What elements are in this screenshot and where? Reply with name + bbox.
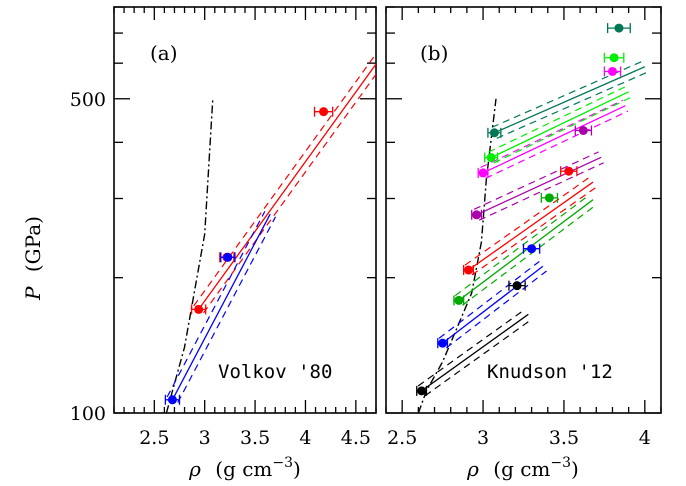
- panel-b-x-tick-label: 3: [477, 427, 489, 449]
- panel-a-fit-band: [193, 52, 376, 307]
- panel-b-fit-band: [417, 308, 526, 387]
- panel-b-label: (b): [420, 41, 448, 65]
- panel-b-fit-band: [424, 318, 533, 397]
- panel-b-fit-band: [464, 176, 590, 266]
- panel-b-fit-band: [491, 60, 643, 128]
- panel-b-bands: [417, 60, 648, 397]
- panel-a-fit-band: [177, 216, 277, 403]
- panel-b-fit-band: [485, 110, 629, 179]
- panel-b-data-point: [454, 295, 464, 305]
- panel-a-points: [164, 106, 334, 405]
- panel-b-data-point: [478, 168, 488, 178]
- y-axis-unit: (GPa): [21, 216, 45, 272]
- panel-a-x-exp: −3: [272, 455, 293, 471]
- panel-b-fit-line: [468, 181, 594, 271]
- panel-b-source: Knudson '12: [487, 361, 613, 383]
- panel-b-fit-line: [482, 105, 626, 174]
- panel-a-label: (a): [150, 41, 178, 65]
- panel-a-bands: [166, 52, 376, 403]
- panel-b-x-tick-label: 2.5: [387, 427, 417, 449]
- panel-b-fit-band: [438, 260, 540, 339]
- panel-a-x-tick-label: 3: [199, 427, 211, 449]
- panel-a-data-point: [319, 107, 329, 117]
- panel-b-data-point: [614, 23, 624, 33]
- panel-b-data-point: [564, 166, 574, 176]
- panel-b-x-unit: (g cm: [493, 457, 550, 481]
- panel-a-data-point: [223, 252, 233, 262]
- panel-b-x-symbol: ρ: [466, 457, 479, 481]
- panel-a-x-tick-label: 3.5: [240, 427, 270, 449]
- panel-b-data-point: [607, 66, 617, 76]
- panel-a-x-tick-label: 2.5: [139, 427, 169, 449]
- panel-a-x-tick-label: 4.5: [341, 427, 371, 449]
- panel-b-x-exp: −3: [550, 455, 571, 471]
- panel-b-data-point: [544, 193, 554, 203]
- panel-b-points: [416, 23, 631, 396]
- panel-b-fit-line: [421, 313, 529, 392]
- panel-a-x-symbol: ρ: [188, 457, 201, 481]
- panel-b-fit-band: [454, 194, 590, 297]
- panel-a-y-tick-label: 100: [70, 403, 106, 425]
- panel-b-fit-line: [494, 66, 646, 134]
- y-axis-title: P (GPa): [21, 216, 45, 301]
- panel-a-fit-line: [198, 63, 376, 310]
- panel-b-frame: [385, 6, 662, 414]
- panel-b-fit-line: [458, 199, 594, 301]
- panel-a-source: Volkov '80: [218, 361, 332, 383]
- panel-a-x-close: ): [293, 457, 301, 481]
- panel-b-fit-line: [490, 91, 629, 159]
- panel-b-data-point: [609, 53, 619, 63]
- panel-b-fit-band: [471, 186, 597, 276]
- panel-b-data-point: [464, 265, 473, 275]
- panel-b-x-axis-title: ρ (g cm−3): [466, 455, 579, 481]
- panel-b-data-point: [578, 125, 588, 135]
- y-axis-symbol: P: [21, 286, 45, 301]
- panel-b-data-point: [527, 244, 537, 254]
- panel-b-x-tick-label: 3.5: [549, 427, 579, 449]
- panel-b-data-point: [472, 210, 482, 220]
- panel-b-reference-curve: [417, 98, 497, 414]
- panel-b-fit-band: [478, 162, 604, 221]
- panel-a-x-tick-label: 4: [299, 427, 311, 449]
- panel-a-fit-line: [171, 213, 271, 401]
- panel-b-data-point: [417, 386, 427, 396]
- panel-a-y-tick-label: 500: [70, 89, 106, 111]
- panel-b-x-close: ): [571, 457, 579, 481]
- panel-b-data-point: [489, 128, 499, 138]
- panel-a: 2.5 3 3.5 4 4.5 100 500 (a) Volkov '80 ρ (g cm…: [70, 6, 377, 481]
- panel-b-fit-line: [476, 156, 602, 216]
- panel-b-reference-curve-layer: [417, 98, 497, 414]
- panel-a-data-point: [167, 395, 177, 405]
- panel-b-fit-band: [493, 96, 632, 164]
- panel-b-x-tick-label: 4: [639, 427, 651, 449]
- panel-b-fit-line: [442, 265, 544, 344]
- panel-a-fit-band: [166, 210, 266, 398]
- panel-b-fit-band: [480, 99, 624, 169]
- panel-a-data-point: [194, 304, 204, 314]
- panel-b-data-point: [512, 281, 522, 291]
- panel-b-fit-band: [473, 151, 599, 210]
- panel-b-data-point: [438, 338, 448, 348]
- panel-a-x-unit: (g cm: [215, 457, 272, 481]
- panel-b-ticks: 2.5 3 3.5 4: [385, 6, 662, 449]
- panel-a-x-axis-title: ρ (g cm−3): [188, 455, 301, 481]
- panel-b-fit-band: [496, 71, 648, 139]
- panel-b-fit-band: [445, 270, 547, 349]
- panel-b: 2.5 3 3.5 4 (b) Knudson '12 ρ (g cm−3): [385, 6, 662, 481]
- panel-b-fit-band: [488, 85, 627, 153]
- panel-a-ticks: 2.5 3 3.5 4 4.5 100 500: [70, 6, 377, 449]
- panel-b-data-point: [486, 153, 496, 163]
- panel-b-fit-band: [462, 203, 598, 306]
